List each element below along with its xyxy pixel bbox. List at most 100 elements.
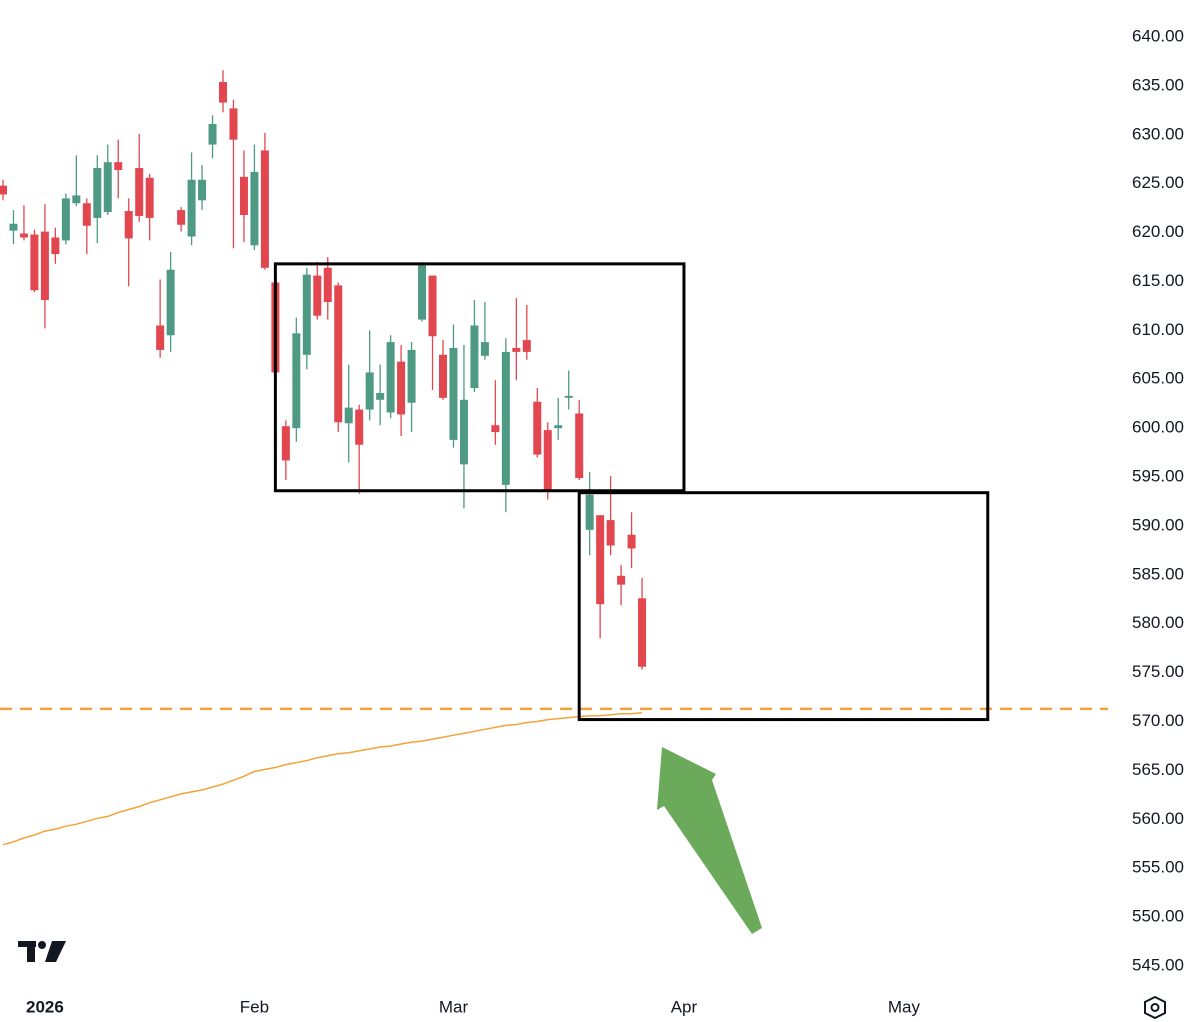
candle-body bbox=[522, 340, 531, 352]
candles-layer bbox=[0, 70, 647, 670]
candle-body bbox=[439, 354, 447, 398]
moving-average-line bbox=[2, 711, 643, 846]
candle-body bbox=[470, 325, 479, 389]
candle-body bbox=[124, 211, 133, 239]
candle-body bbox=[564, 395, 573, 398]
candle-body bbox=[480, 342, 489, 356]
y-tick-label: 575.00 bbox=[1132, 662, 1184, 681]
y-tick-label: 620.00 bbox=[1132, 222, 1184, 241]
candle-body bbox=[114, 162, 123, 170]
y-tick-label: 585.00 bbox=[1132, 564, 1184, 583]
y-tick-label: 610.00 bbox=[1132, 320, 1184, 339]
candle-body bbox=[313, 275, 322, 316]
y-tick-label: 615.00 bbox=[1132, 271, 1184, 290]
candle-body bbox=[344, 407, 353, 424]
candle-body bbox=[459, 399, 468, 465]
candle-body bbox=[166, 269, 175, 336]
candle-body bbox=[376, 392, 385, 400]
y-tick-label: 580.00 bbox=[1132, 613, 1184, 632]
candle-body bbox=[82, 203, 91, 226]
candle-body bbox=[512, 347, 521, 352]
x-tick-label: Feb bbox=[240, 997, 269, 1016]
settings-hex bbox=[1144, 995, 1166, 1020]
candle-body bbox=[365, 372, 374, 410]
y-tick-label: 625.00 bbox=[1132, 173, 1184, 192]
candle-body bbox=[250, 171, 259, 246]
candle-body bbox=[30, 234, 39, 291]
candle-body bbox=[260, 150, 269, 268]
candle-body bbox=[585, 494, 594, 530]
arrow bbox=[657, 747, 762, 934]
candle-body bbox=[323, 267, 332, 303]
y-tick-label: 565.00 bbox=[1132, 760, 1184, 779]
y-tick-label: 640.00 bbox=[1132, 26, 1184, 45]
x-tick-label: 2026 bbox=[26, 997, 64, 1016]
candle-body bbox=[0, 185, 7, 195]
candle-body bbox=[103, 162, 112, 213]
candle-body bbox=[229, 108, 238, 140]
candle-body bbox=[638, 598, 647, 667]
candle-body bbox=[208, 124, 217, 145]
candle-body bbox=[177, 210, 186, 225]
candle-body bbox=[355, 409, 364, 445]
boxes-layer bbox=[273, 262, 990, 722]
candle-body bbox=[617, 575, 626, 585]
candle-body bbox=[40, 231, 49, 301]
candle-body bbox=[292, 333, 301, 429]
logo bbox=[18, 941, 66, 962]
y-tick-label: 605.00 bbox=[1132, 369, 1184, 388]
candle-body bbox=[187, 179, 196, 237]
settings-icon[interactable] bbox=[1144, 995, 1166, 1020]
candle-body bbox=[407, 349, 416, 403]
y-tick-label: 595.00 bbox=[1132, 467, 1184, 486]
candle-body bbox=[61, 198, 70, 241]
axis-layer: 545.00 550.00 555.00 560.00 565.00 570.00 575.… bbox=[26, 26, 1184, 1016]
y-tick-label: 590.00 bbox=[1132, 515, 1184, 534]
candle-body bbox=[428, 275, 437, 337]
candle-body bbox=[386, 342, 395, 413]
candle-body bbox=[575, 413, 584, 479]
candle-body bbox=[596, 515, 605, 605]
candle-body bbox=[543, 430, 552, 490]
candle-body bbox=[239, 176, 248, 215]
candle-body bbox=[554, 425, 563, 429]
candle-body bbox=[9, 223, 18, 231]
logo-part bbox=[38, 941, 46, 949]
y-tick-label: 555.00 bbox=[1132, 858, 1184, 877]
x-tick-label: Mar bbox=[439, 997, 469, 1016]
candle-body bbox=[156, 325, 165, 350]
candle-body bbox=[606, 520, 615, 546]
x-tick-label: May bbox=[888, 997, 921, 1016]
candle-body bbox=[334, 285, 343, 423]
candle-body bbox=[51, 237, 60, 255]
settings-dot bbox=[1150, 1003, 1160, 1012]
range-box bbox=[577, 491, 990, 722]
candle-body bbox=[418, 264, 427, 320]
y-tick-label: 630.00 bbox=[1132, 124, 1184, 143]
candle-body bbox=[135, 168, 144, 216]
y-tick-label: 570.00 bbox=[1132, 711, 1184, 730]
candle-body bbox=[198, 179, 207, 201]
candle-body bbox=[19, 233, 28, 238]
candle-body bbox=[219, 81, 227, 103]
candle-body bbox=[501, 351, 510, 485]
candle-body bbox=[491, 425, 500, 433]
candle-body bbox=[627, 534, 636, 549]
candle-body bbox=[449, 347, 458, 440]
candle-body bbox=[397, 361, 406, 415]
y-tick-label: 600.00 bbox=[1132, 418, 1184, 437]
candle-body bbox=[145, 177, 154, 218]
y-tick-label: 635.00 bbox=[1132, 75, 1184, 94]
candle-body bbox=[72, 195, 81, 204]
candle-body bbox=[281, 426, 290, 461]
candle-body bbox=[302, 274, 311, 355]
candle-body bbox=[533, 401, 542, 455]
y-tick-label: 545.00 bbox=[1132, 955, 1184, 974]
logo-part bbox=[27, 941, 35, 962]
x-tick-label: Apr bbox=[671, 997, 698, 1016]
range-box bbox=[273, 262, 686, 493]
y-tick-label: 560.00 bbox=[1132, 809, 1184, 828]
y-tick-label: 550.00 bbox=[1132, 907, 1184, 926]
